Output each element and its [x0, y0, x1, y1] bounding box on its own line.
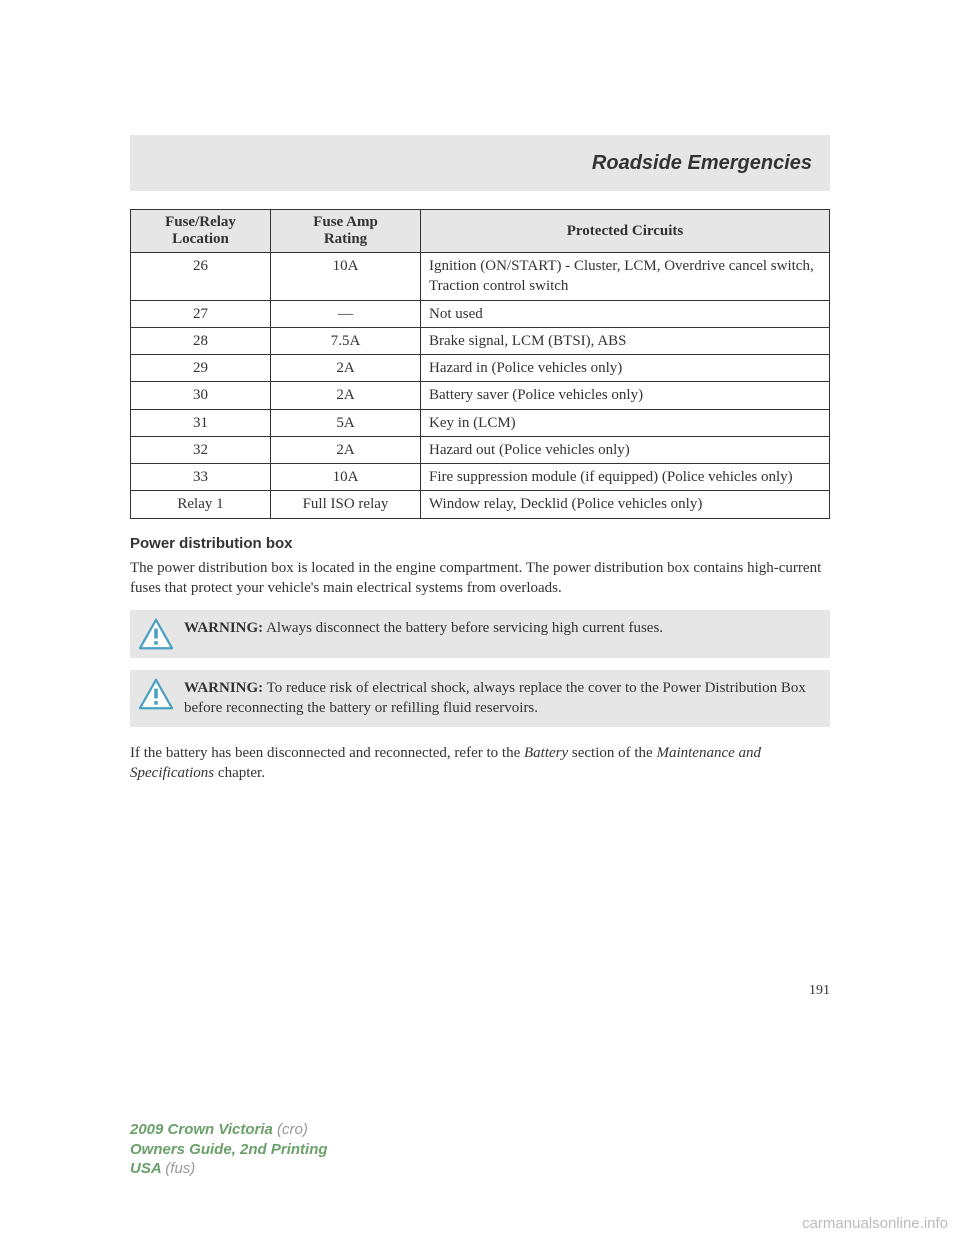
cell-circ: Key in (LCM) [421, 409, 830, 436]
cell-circ: Hazard in (Police vehicles only) [421, 355, 830, 382]
body-paragraph: The power distribution box is located in… [130, 558, 830, 599]
footer-line-1: 2009 Crown Victoria (cro) [130, 1120, 328, 1140]
cell-amp: 5A [271, 409, 421, 436]
table-row: 29 2A Hazard in (Police vehicles only) [131, 355, 830, 382]
text-post: chapter. [214, 765, 265, 781]
table-row: 26 10A Ignition (ON/START) - Cluster, LC… [131, 253, 830, 301]
cell-amp: 10A [271, 464, 421, 491]
cell-amp: 10A [271, 253, 421, 301]
text-italic: Battery [524, 745, 568, 761]
cell-circ: Window relay, Decklid (Police vehicles o… [421, 491, 830, 518]
cell-loc: Relay 1 [131, 491, 271, 518]
table-row: 32 2A Hazard out (Police vehicles only) [131, 436, 830, 463]
watermark-text: carmanualsonline.info [802, 1215, 948, 1232]
table-row: 27 — Not used [131, 300, 830, 327]
footer-code: (fus) [165, 1160, 195, 1177]
document-footer: 2009 Crown Victoria (cro) Owners Guide, … [130, 1120, 328, 1179]
body-paragraph-reference: If the battery has been disconnected and… [130, 743, 830, 784]
table-header-row: Fuse/Relay Location Fuse Amp Rating Prot… [131, 210, 830, 253]
table-row: 33 10A Fire suppression module (if equip… [131, 464, 830, 491]
cell-loc: 31 [131, 409, 271, 436]
cell-loc: 27 [131, 300, 271, 327]
warning-triangle-icon [138, 678, 174, 710]
cell-amp: 2A [271, 436, 421, 463]
table-row: Relay 1 Full ISO relay Window relay, Dec… [131, 491, 830, 518]
cell-loc: 29 [131, 355, 271, 382]
warning-body: Always disconnect the battery before ser… [263, 620, 663, 636]
col-header-amp: Fuse Amp Rating [271, 210, 421, 253]
warning-label: WARNING: [184, 620, 263, 636]
warning-text: WARNING: To reduce risk of electrical sh… [184, 678, 820, 719]
table-row: 31 5A Key in (LCM) [131, 409, 830, 436]
cell-loc: 28 [131, 327, 271, 354]
th-line1: Fuse Amp [313, 214, 378, 230]
cell-loc: 26 [131, 253, 271, 301]
fuse-table: Fuse/Relay Location Fuse Amp Rating Prot… [130, 209, 830, 519]
cell-circ: Brake signal, LCM (BTSI), ABS [421, 327, 830, 354]
col-header-location: Fuse/Relay Location [131, 210, 271, 253]
text-pre: If the battery has been disconnected and… [130, 745, 524, 761]
cell-loc: 32 [131, 436, 271, 463]
cell-amp: Full ISO relay [271, 491, 421, 518]
warning-body: To reduce risk of electrical shock, alwa… [184, 680, 806, 716]
col-header-circuits: Protected Circuits [421, 210, 830, 253]
cell-amp: — [271, 300, 421, 327]
footer-vehicle: 2009 Crown Victoria [130, 1121, 277, 1138]
th-line2: Location [172, 231, 229, 247]
cell-circ: Fire suppression module (if equipped) (P… [421, 464, 830, 491]
th-line1: Protected Circuits [567, 223, 684, 239]
warning-triangle-icon [138, 618, 174, 650]
warning-block-1: WARNING: Always disconnect the battery b… [130, 610, 830, 658]
cell-amp: 7.5A [271, 327, 421, 354]
cell-loc: 33 [131, 464, 271, 491]
table-row: 28 7.5A Brake signal, LCM (BTSI), ABS [131, 327, 830, 354]
warning-block-2: WARNING: To reduce risk of electrical sh… [130, 670, 830, 727]
footer-region: USA [130, 1160, 165, 1177]
warning-label: WARNING: [184, 680, 263, 696]
section-title: Roadside Emergencies [592, 152, 812, 175]
cell-circ: Battery saver (Police vehicles only) [421, 382, 830, 409]
page-number: 191 [130, 983, 830, 999]
warning-text: WARNING: Always disconnect the battery b… [184, 618, 663, 638]
th-line1: Fuse/Relay [165, 214, 236, 230]
th-line2: Rating [324, 231, 367, 247]
text-mid: section of the [568, 745, 656, 761]
footer-line-2: Owners Guide, 2nd Printing [130, 1140, 328, 1160]
cell-amp: 2A [271, 382, 421, 409]
footer-code: (cro) [277, 1121, 308, 1138]
table-row: 30 2A Battery saver (Police vehicles onl… [131, 382, 830, 409]
cell-loc: 30 [131, 382, 271, 409]
cell-circ: Not used [421, 300, 830, 327]
cell-amp: 2A [271, 355, 421, 382]
cell-circ: Hazard out (Police vehicles only) [421, 436, 830, 463]
cell-circ: Ignition (ON/START) - Cluster, LCM, Over… [421, 253, 830, 301]
footer-line-3: USA (fus) [130, 1159, 328, 1179]
section-header-bar: Roadside Emergencies [130, 135, 830, 191]
subsection-heading: Power distribution box [130, 535, 830, 552]
